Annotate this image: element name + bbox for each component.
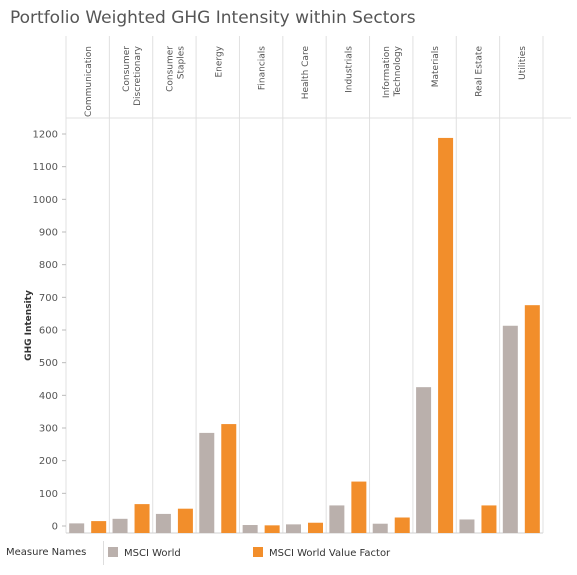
bar-msci-world — [329, 505, 345, 533]
category-label: Staples — [176, 46, 186, 80]
category-label: Energy — [214, 45, 224, 77]
y-tick-label: 100 — [39, 489, 58, 500]
bar-msci-world-value-factor — [481, 505, 497, 533]
category-label: Industrials — [344, 46, 354, 93]
chart-title: Portfolio Weighted GHG Intensity within … — [10, 8, 416, 28]
category-label: Consumer — [122, 46, 132, 92]
category-label: Real Estate — [474, 46, 484, 97]
legend-heading: Measure Names — [0, 541, 104, 565]
y-tick-label: 700 — [39, 293, 58, 304]
y-tick-label: 900 — [39, 228, 58, 239]
legend: Measure Names MSCI World MSCI World Valu… — [0, 541, 577, 575]
category-label: Utilities — [518, 46, 528, 80]
bar-msci-world-value-factor — [221, 424, 237, 533]
bar-msci-world-value-factor — [134, 504, 150, 533]
legend-label-msci-world-value-factor: MSCI World Value Factor — [269, 548, 391, 559]
legend-swatch-msci-world — [108, 547, 118, 557]
category-label: Materials — [431, 46, 441, 88]
bar-msci-world-value-factor — [394, 517, 410, 533]
legend-item-msci-world-value-factor[interactable]: MSCI World Value Factor — [253, 547, 390, 560]
legend-item-msci-world[interactable]: MSCI World — [108, 547, 181, 560]
bar-msci-world-value-factor — [91, 521, 107, 533]
bar-msci-world — [112, 518, 128, 533]
bar-msci-world — [242, 525, 258, 533]
bar-msci-world-value-factor — [351, 481, 367, 533]
y-tick-label: 200 — [39, 456, 58, 467]
bar-msci-world-value-factor — [524, 305, 540, 533]
bar-msci-world — [155, 513, 171, 533]
bar-msci-world — [199, 432, 215, 533]
y-tick-label: 1100 — [33, 162, 58, 173]
y-tick-label: 0 — [52, 522, 58, 533]
bar-msci-world-value-factor — [438, 137, 454, 534]
category-label: Consumer — [165, 46, 175, 92]
legend-label-msci-world: MSCI World — [124, 548, 181, 559]
y-tick-label: 1200 — [33, 130, 58, 141]
bar-msci-world — [372, 523, 388, 533]
bar-msci-world-value-factor — [264, 525, 280, 533]
bar-msci-world — [69, 523, 85, 533]
bar-chart: 0 100 200 300 400 500 600 700 800 900 1000 1100 1200… — [24, 36, 571, 534]
bar-msci-world — [286, 524, 301, 533]
y-tick-label: 300 — [39, 424, 58, 435]
y-tick-label: 400 — [39, 391, 58, 402]
bar-msci-world — [416, 387, 432, 533]
category-label: Technology — [393, 45, 403, 97]
y-tick-label: 1000 — [33, 195, 58, 206]
y-tick-label: 500 — [39, 358, 58, 369]
category-label: Discretionary — [133, 45, 143, 106]
bar-msci-world-value-factor — [308, 522, 323, 533]
category-label: Information — [382, 46, 392, 98]
category-label: Communication — [84, 46, 94, 117]
category-label: Health Care — [301, 46, 311, 100]
y-tick-label: 800 — [39, 260, 58, 271]
y-tick-label: 600 — [39, 326, 58, 337]
bar-msci-world — [459, 519, 475, 533]
bar-msci-world — [502, 325, 518, 533]
category-label: Financials — [258, 46, 268, 90]
y-axis-title: GHG Intensity — [24, 290, 34, 361]
bar-msci-world-value-factor — [177, 508, 193, 533]
legend-swatch-msci-world-value-factor — [253, 547, 263, 557]
